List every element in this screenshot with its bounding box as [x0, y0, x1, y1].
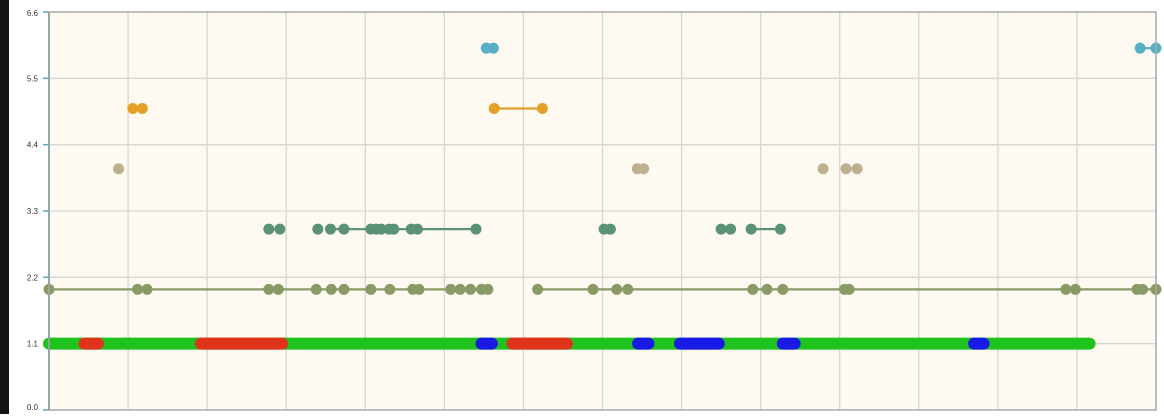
data-point	[817, 163, 829, 175]
data-point	[725, 223, 737, 235]
data-point	[375, 223, 387, 235]
data-point	[761, 283, 773, 295]
data-point	[747, 283, 759, 295]
data-point	[843, 283, 855, 295]
data-point	[136, 102, 148, 114]
y-tick-label: 1.1	[27, 340, 39, 349]
data-point	[141, 283, 153, 295]
data-point	[536, 102, 548, 114]
data-point	[978, 338, 990, 350]
data-point	[464, 283, 476, 295]
data-point	[632, 338, 644, 350]
data-point	[263, 283, 275, 295]
data-point	[113, 163, 125, 175]
data-point	[324, 223, 336, 235]
data-point	[256, 338, 268, 350]
data-point	[851, 163, 863, 175]
data-point	[312, 223, 324, 235]
data-point	[532, 283, 544, 295]
data-point	[1134, 42, 1146, 54]
data-point	[195, 338, 207, 350]
data-point	[79, 338, 91, 350]
plot-frame	[48, 11, 1157, 411]
data-point	[276, 338, 288, 350]
data-point	[132, 283, 144, 295]
data-point	[638, 163, 650, 175]
y-tick-label: 6.6	[27, 9, 39, 18]
data-point	[411, 223, 423, 235]
data-point	[325, 283, 337, 295]
data-point	[338, 283, 350, 295]
data-point	[482, 283, 494, 295]
data-point	[699, 338, 711, 350]
data-point	[92, 338, 104, 350]
data-point	[488, 102, 500, 114]
data-point	[968, 338, 980, 350]
data-point	[745, 223, 757, 235]
data-point	[840, 163, 852, 175]
data-point	[611, 283, 623, 295]
data-point	[561, 338, 573, 350]
data-point	[263, 223, 275, 235]
data-point	[445, 283, 457, 295]
data-point	[486, 338, 498, 350]
data-point	[713, 338, 725, 350]
data-point	[338, 223, 350, 235]
data-point	[274, 223, 286, 235]
data-point	[506, 338, 518, 350]
data-point	[525, 338, 537, 350]
data-point	[642, 338, 654, 350]
window-edge	[0, 0, 9, 414]
data-point	[384, 283, 396, 295]
data-point	[1069, 283, 1081, 295]
data-point	[272, 283, 284, 295]
data-point	[604, 223, 616, 235]
data-point	[225, 338, 237, 350]
data-point	[687, 338, 699, 350]
data-point	[365, 283, 377, 295]
data-point	[388, 223, 400, 235]
data-point	[774, 223, 786, 235]
data-point	[470, 223, 482, 235]
data-point	[487, 42, 499, 54]
data-point	[715, 223, 727, 235]
y-tick-label: 3.3	[27, 207, 39, 216]
data-point	[541, 338, 553, 350]
data-point	[777, 338, 789, 350]
data-point	[454, 283, 466, 295]
data-point	[476, 338, 488, 350]
data-point	[587, 283, 599, 295]
y-axis: 0.0 1.1 2.2 3.3 4.4 5.5 6.6	[27, 9, 50, 412]
y-tick-label: 0.0	[27, 403, 39, 412]
data-point	[413, 283, 425, 295]
y-tick-label: 2.2	[27, 273, 39, 282]
data-point	[777, 283, 789, 295]
data-point	[1060, 283, 1072, 295]
data-point	[789, 338, 801, 350]
y-tick-label: 4.4	[27, 141, 39, 150]
series-points	[43, 42, 1162, 350]
data-point	[1137, 283, 1149, 295]
data-point	[127, 102, 139, 114]
data-point	[1084, 338, 1096, 350]
data-point	[622, 283, 634, 295]
data-point	[209, 338, 221, 350]
data-point	[674, 338, 686, 350]
data-point	[241, 338, 253, 350]
data-point	[310, 283, 322, 295]
y-tick-label: 5.5	[27, 74, 39, 83]
